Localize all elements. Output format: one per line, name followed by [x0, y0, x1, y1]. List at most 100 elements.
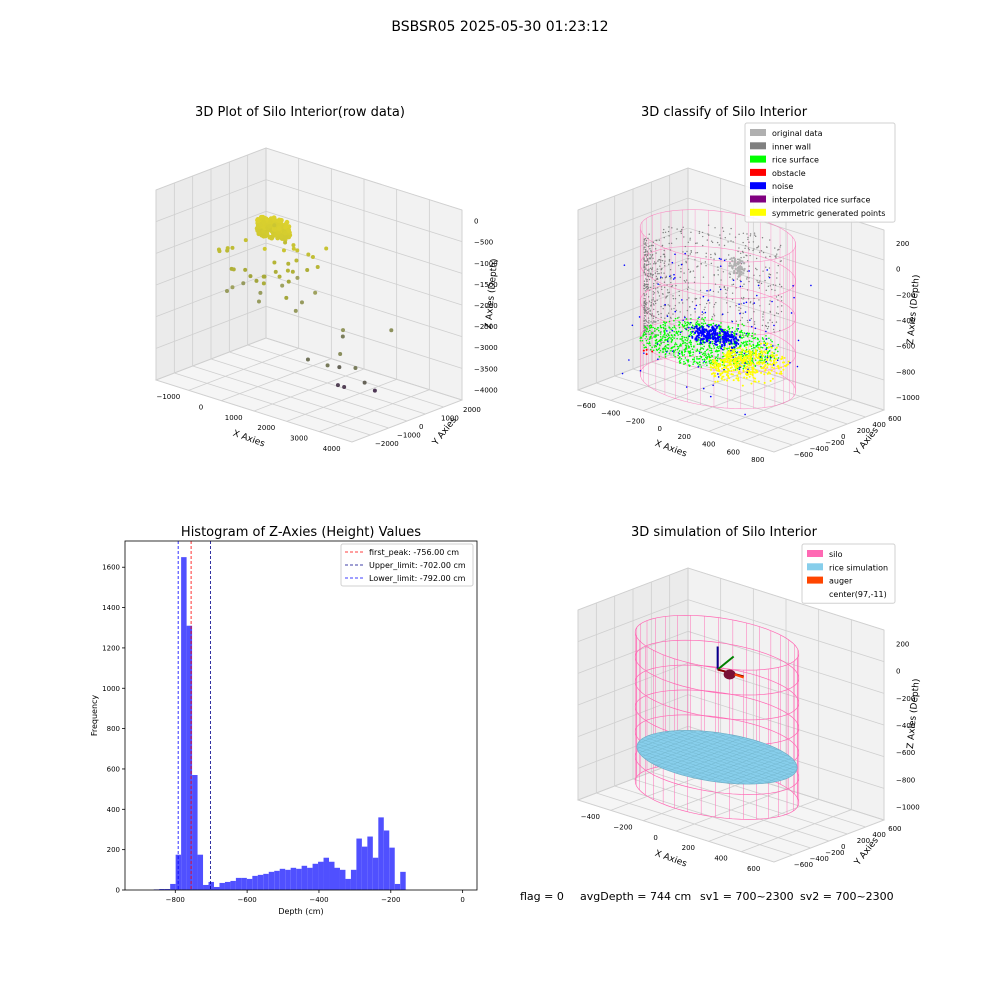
p2-rice-point — [683, 325, 686, 327]
p2-inner-wall-point — [774, 255, 776, 258]
p2-inner-wall-point — [687, 241, 690, 243]
p2-inner-wall-point — [672, 297, 675, 300]
p2-noise-point — [756, 294, 758, 297]
p2-rice-point — [660, 326, 663, 329]
p2-symmetric-point — [714, 372, 717, 375]
p1-point — [291, 243, 296, 248]
p2-original-point — [734, 264, 738, 267]
p2-inner-wall-point — [643, 301, 646, 304]
p2-inner-wall-point — [660, 316, 662, 319]
p2-rice-point — [667, 347, 670, 350]
p2-inner-wall-point — [701, 231, 704, 234]
p2-inner-wall-point — [663, 236, 665, 239]
p2-inner-wall-point — [722, 271, 725, 273]
p2-noise-point — [719, 340, 722, 343]
p2-rice-point — [681, 353, 683, 355]
p2-inner-wall-point — [688, 297, 690, 299]
p2-inner-wall-point — [690, 251, 692, 253]
p2-symmetric-point — [750, 362, 753, 365]
p2-noise-point — [736, 351, 738, 354]
p2-rice-point — [660, 342, 662, 345]
y-tick-label: 200 — [107, 846, 120, 854]
p2-inner-wall-point — [646, 311, 648, 314]
p2-original-point — [737, 266, 741, 269]
p2-rice-point — [754, 359, 757, 361]
p2-symmetric-point — [722, 363, 725, 366]
p2-rice-point — [656, 328, 658, 331]
p2-symmetric-point — [714, 361, 717, 364]
p2-symmetric-point — [752, 370, 755, 373]
histogram-bar — [285, 869, 291, 890]
p2-rice-point — [679, 333, 682, 336]
p2-noise-point — [678, 352, 681, 355]
p2-noise-point — [721, 313, 724, 315]
p4-y-tick-label: −400 — [810, 855, 829, 863]
p2-rice-point — [666, 343, 669, 346]
p2-inner-wall-point — [646, 278, 648, 281]
p2-symmetric-point — [725, 358, 728, 361]
p2-rice-point — [675, 332, 677, 334]
p2-inner-wall-point — [663, 281, 666, 283]
p2-rice-point — [675, 343, 678, 346]
p2-rice-point — [698, 350, 701, 353]
p2-inner-wall-point — [748, 265, 750, 267]
p2-noise-point — [749, 319, 751, 321]
p2-inner-wall-point — [653, 320, 655, 322]
p2-inner-wall-point — [663, 272, 665, 274]
p2-inner-wall-point — [645, 309, 647, 312]
p2-symmetric-point — [766, 366, 769, 369]
p2-legend-swatch — [750, 129, 766, 136]
p2-rice-point — [659, 333, 662, 335]
p2-noise-point — [731, 330, 734, 333]
p2-inner-wall-point — [647, 296, 650, 298]
p1-point — [243, 267, 248, 272]
p2-noise-point — [766, 269, 769, 271]
p2-inner-wall-point — [651, 299, 653, 301]
p2-rice-point — [698, 357, 701, 360]
p2-inner-wall-point — [779, 329, 781, 332]
p2-symmetric-point — [726, 351, 729, 354]
p2-symmetric-point — [755, 371, 758, 374]
p2-inner-wall-point — [652, 241, 655, 244]
p2-rice-point — [679, 359, 681, 362]
p2-noise-point — [701, 311, 704, 313]
p2-inner-wall-point — [689, 253, 692, 255]
p2-rice-point — [684, 350, 687, 352]
p2-inner-wall-point — [720, 279, 722, 281]
p2-inner-wall-point — [660, 286, 663, 288]
p1-point — [276, 226, 282, 231]
p2-inner-wall-point — [777, 299, 779, 301]
p2-noise-point — [723, 344, 726, 347]
p2-rice-point — [686, 326, 689, 329]
p2-inner-wall-point — [710, 240, 713, 242]
p2-inner-wall-point — [694, 297, 696, 300]
p2-rice-point — [693, 333, 695, 335]
p2-rice-point — [710, 359, 712, 362]
p2-rice-point — [667, 333, 670, 336]
p2-rice-point — [656, 341, 659, 343]
p2-noise-point — [727, 333, 730, 336]
p2-rice-point — [692, 358, 694, 361]
p2-inner-wall-point — [645, 286, 648, 288]
p2-legend — [744, 122, 896, 223]
p2-y-tick-label: 0 — [841, 433, 845, 441]
p2-inner-wall-point — [695, 242, 697, 245]
p2-legend-label: noise — [772, 182, 793, 191]
p2-rice-point — [664, 345, 667, 347]
p2-rice-point — [737, 323, 739, 326]
p2-inner-wall-point — [646, 274, 649, 277]
p2-rice-point — [652, 349, 655, 352]
p2-inner-wall-point — [759, 280, 761, 282]
p2-inner-wall-point — [765, 289, 767, 291]
p2-inner-wall-point — [647, 286, 650, 289]
p2-rice-point — [713, 347, 716, 349]
p2-rice-point — [692, 361, 695, 363]
p2-noise-point — [717, 335, 720, 338]
p1-point — [306, 252, 311, 257]
p2-noise-point — [723, 342, 726, 345]
p2-inner-wall-point — [654, 288, 657, 290]
p2-rice-point — [673, 354, 675, 356]
p2-symmetric-point — [760, 358, 763, 361]
p4-z-tick-label: 0 — [896, 668, 900, 676]
p2-inner-wall-point — [753, 297, 755, 300]
